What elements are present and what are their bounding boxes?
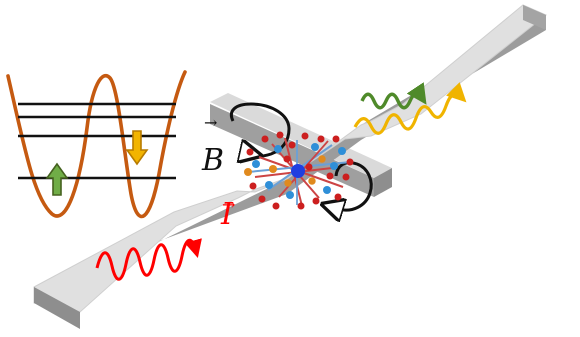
- rotation-arrow-icon: [325, 161, 373, 210]
- current-label-group: → I: [220, 195, 235, 232]
- up-arrow-icon: [45, 162, 69, 196]
- double-well-potential: [6, 70, 187, 219]
- magnetic-field-label: B: [201, 143, 224, 178]
- field-vector-mark: →: [204, 113, 217, 132]
- current-vector-mark: →: [222, 195, 235, 214]
- energy-level-diagram: [6, 70, 187, 219]
- output-wave-green: [360, 82, 427, 110]
- gate-electrode: [210, 93, 392, 197]
- down-arrow-icon: [125, 130, 149, 166]
- output-wave-yellow: [353, 82, 467, 135]
- input-wave: [95, 238, 202, 281]
- source-drain-strip: [33, 4, 547, 329]
- field-label-group: → B: [201, 113, 224, 178]
- molecular-magnet: [244, 131, 354, 210]
- current-label: I: [220, 197, 234, 232]
